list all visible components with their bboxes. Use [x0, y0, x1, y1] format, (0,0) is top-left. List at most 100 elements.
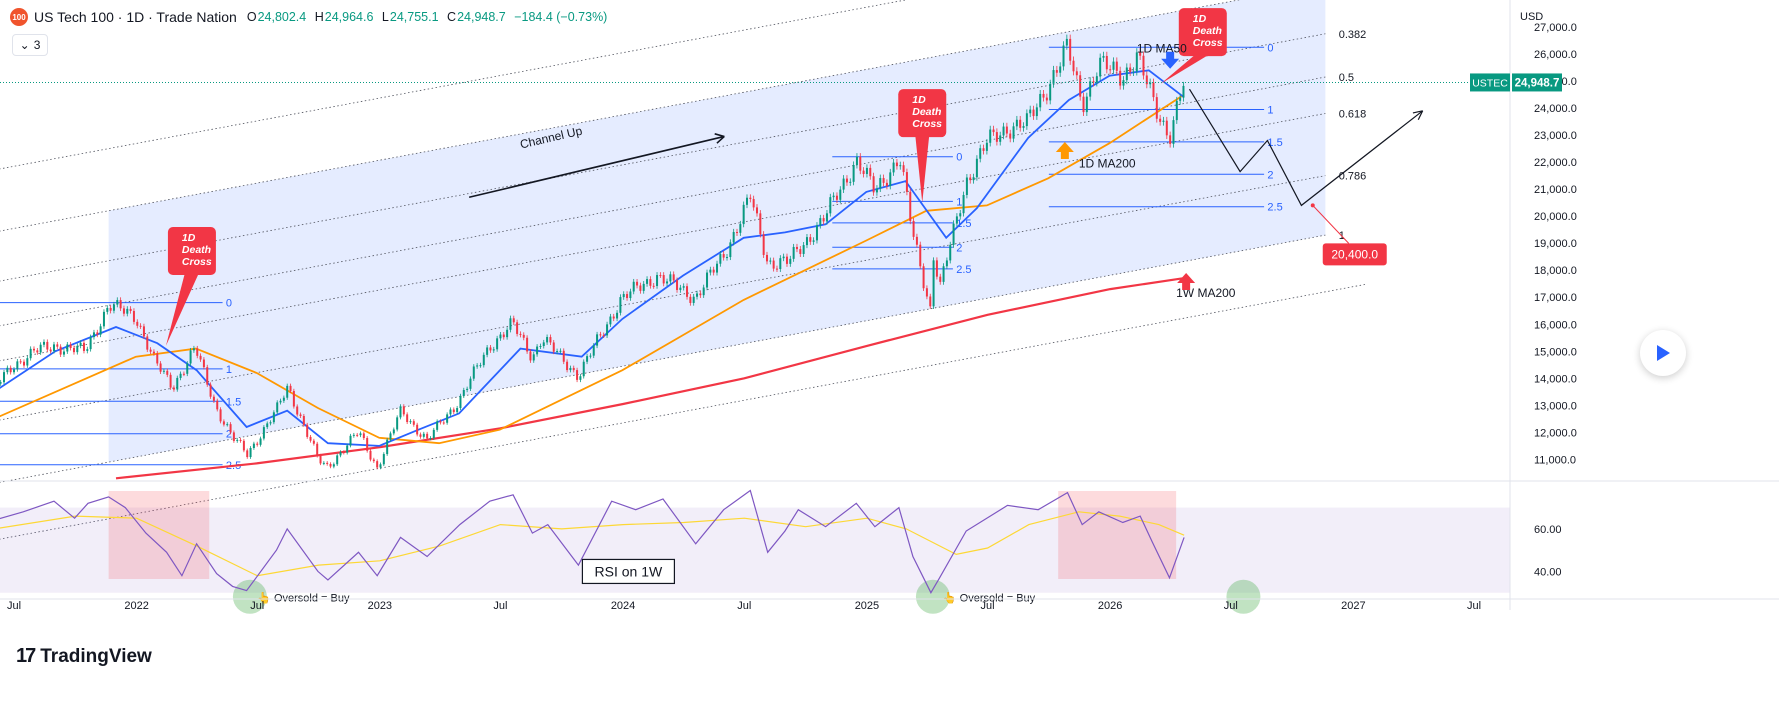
price-candle — [222, 419, 225, 427]
candle-body — [102, 311, 105, 327]
candle-body — [962, 194, 965, 214]
price-candle — [805, 233, 808, 249]
price-candle — [522, 332, 525, 341]
open-value: 24,802.4 — [257, 10, 307, 24]
candle-body — [782, 256, 785, 259]
candle-body — [342, 452, 345, 454]
price-candle — [302, 413, 305, 427]
price-candle — [269, 420, 272, 426]
candle-body — [1175, 100, 1178, 121]
price-candle — [1095, 72, 1098, 87]
price-candle — [532, 351, 535, 363]
candle-body — [989, 129, 992, 143]
symbol-title[interactable]: US Tech 100 · 1D · Trade Nation — [34, 9, 237, 25]
price-candle — [849, 178, 852, 186]
candle-body — [626, 294, 629, 299]
price-candle — [232, 430, 235, 443]
ma200-line — [0, 93, 1185, 445]
price-axis-tick: 24,000.0 — [1534, 103, 1577, 115]
candle-body — [482, 354, 485, 366]
candle-body — [229, 424, 232, 433]
price-candle — [832, 192, 835, 201]
candle-body — [312, 440, 315, 444]
candle-body — [699, 293, 702, 296]
candle-body — [1172, 120, 1175, 144]
candle-body — [755, 207, 758, 214]
candle-body — [845, 178, 848, 183]
price-candle — [492, 346, 495, 353]
price-candle — [682, 283, 685, 291]
rsi-axis-tick: 60.00 — [1534, 524, 1562, 536]
tradingview-logo[interactable]: 17 TradingView — [16, 645, 152, 668]
price-candle — [59, 344, 62, 358]
candle-body — [369, 450, 372, 460]
candle-body — [512, 318, 515, 323]
high-key: H — [314, 10, 324, 24]
price-candle — [369, 448, 372, 462]
price-candle — [292, 388, 295, 409]
price-axis-tick: 11,000.0 — [1534, 454, 1576, 466]
price-candle — [196, 345, 199, 359]
candle-body — [942, 266, 945, 282]
price-candle — [1149, 78, 1152, 89]
price-candle — [799, 246, 802, 257]
candle-body — [742, 204, 745, 225]
candle-body — [1065, 38, 1068, 46]
price-plot[interactable]: 0.2360.3820.50.6180.7861011.522.5011.522… — [0, 0, 1510, 556]
fib-level-label: 1.5 — [226, 396, 241, 408]
price-axis-tick: 12,000.0 — [1534, 427, 1577, 439]
price-candle — [1132, 67, 1135, 77]
candle-body — [349, 435, 352, 446]
candle-body — [469, 378, 472, 389]
candle-body — [739, 224, 742, 233]
candle-body — [262, 427, 265, 439]
price-candle — [729, 239, 732, 261]
candle-body — [489, 347, 492, 351]
price-candle — [592, 343, 595, 359]
price-candle — [179, 371, 182, 381]
time-axis-tick: 2023 — [368, 600, 392, 612]
price-candle — [775, 265, 778, 272]
indicators-toggle[interactable]: ⌄ 3 — [12, 34, 48, 56]
annotation-arrow-down — [1161, 51, 1180, 69]
price-candle — [349, 433, 352, 448]
candle-body — [872, 176, 875, 193]
symbol-logo[interactable]: 100 — [10, 8, 28, 26]
price-candle — [1169, 131, 1172, 148]
candle-body — [439, 421, 442, 423]
price-candle — [459, 393, 462, 411]
candle-body — [795, 246, 798, 250]
price-candle — [619, 294, 622, 316]
price-candle — [499, 331, 502, 341]
candle-body — [792, 246, 795, 259]
price-candle — [392, 427, 395, 436]
price-candle — [46, 339, 49, 352]
fib-level-label: 0 — [1267, 42, 1273, 54]
price-candle — [752, 195, 755, 211]
price-candle — [272, 410, 275, 425]
price-candle — [706, 269, 709, 291]
candle-body — [189, 350, 192, 364]
candle-body — [576, 370, 579, 380]
candle-body — [496, 338, 499, 350]
price-candle — [859, 153, 862, 175]
candle-body — [682, 286, 685, 288]
price-candle — [319, 453, 322, 466]
price-candle — [885, 179, 888, 190]
candle-body — [802, 245, 805, 254]
rsi-plot[interactable]: 👆 Oversold = Buy 👆 Oversold = Buy RSI on 1… — [0, 489, 1510, 614]
candle-body — [296, 406, 299, 415]
channel-line-2 — [0, 76, 1326, 327]
candle-body — [1069, 38, 1072, 61]
price-candle — [496, 335, 499, 352]
price-candle — [829, 193, 832, 217]
replay-play-button[interactable] — [1640, 330, 1686, 376]
candle-body — [749, 197, 752, 200]
price-candle — [546, 334, 549, 345]
candle-body — [32, 348, 35, 351]
candle-body — [9, 367, 12, 373]
candle-body — [346, 445, 349, 453]
low-value: 24,755.1 — [389, 10, 439, 24]
channel-level-label: 0.382 — [1339, 29, 1367, 41]
